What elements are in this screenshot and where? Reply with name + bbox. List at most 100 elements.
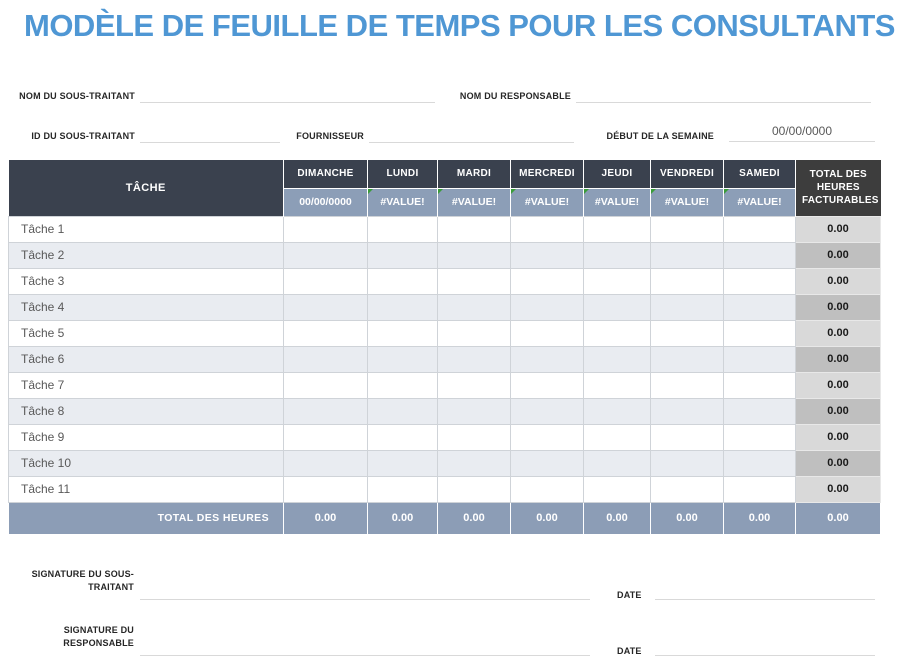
- hours-cell[interactable]: [283, 371, 368, 399]
- date-cell-sunday[interactable]: 00/00/0000: [283, 188, 368, 216]
- hours-cell[interactable]: [583, 267, 651, 295]
- hours-cell[interactable]: [510, 397, 584, 425]
- hours-cell[interactable]: [723, 319, 796, 347]
- task-cell[interactable]: Tâche 6: [8, 345, 284, 373]
- task-cell[interactable]: Tâche 10: [8, 449, 284, 477]
- hours-cell[interactable]: [510, 293, 584, 321]
- hours-cell[interactable]: [437, 293, 511, 321]
- hours-cell[interactable]: [583, 397, 651, 425]
- date-cell-friday[interactable]: #VALUE!: [650, 188, 724, 216]
- hours-cell[interactable]: [583, 449, 651, 477]
- hours-cell[interactable]: [283, 319, 368, 347]
- hours-cell[interactable]: [437, 345, 511, 373]
- hours-cell[interactable]: [367, 215, 438, 243]
- hours-cell[interactable]: [283, 215, 368, 243]
- hours-cell[interactable]: [583, 319, 651, 347]
- hours-cell[interactable]: [650, 345, 724, 373]
- task-cell[interactable]: Tâche 11: [8, 475, 284, 503]
- hours-cell[interactable]: [367, 267, 438, 295]
- hours-cell[interactable]: [510, 423, 584, 451]
- hours-cell[interactable]: [437, 267, 511, 295]
- hours-cell[interactable]: [650, 397, 724, 425]
- hours-cell[interactable]: [437, 475, 511, 503]
- date-cell-saturday[interactable]: #VALUE!: [723, 188, 796, 216]
- subcontractor-name-input[interactable]: [140, 91, 435, 103]
- hours-cell[interactable]: [367, 241, 438, 269]
- hours-cell[interactable]: [437, 215, 511, 243]
- hours-cell[interactable]: [367, 397, 438, 425]
- hours-cell[interactable]: [283, 241, 368, 269]
- date-cell-monday[interactable]: #VALUE!: [367, 188, 438, 216]
- task-cell[interactable]: Tâche 5: [8, 319, 284, 347]
- hours-cell[interactable]: [583, 241, 651, 269]
- hours-cell[interactable]: [650, 423, 724, 451]
- hours-cell[interactable]: [723, 397, 796, 425]
- hours-cell[interactable]: [723, 371, 796, 399]
- date-cell-tuesday[interactable]: #VALUE!: [437, 188, 511, 216]
- hours-cell[interactable]: [650, 215, 724, 243]
- date-cell-wednesday[interactable]: #VALUE!: [510, 188, 584, 216]
- hours-cell[interactable]: [510, 475, 584, 503]
- hours-cell[interactable]: [723, 241, 796, 269]
- task-cell[interactable]: Tâche 1: [8, 215, 284, 243]
- hours-cell[interactable]: [723, 293, 796, 321]
- hours-cell[interactable]: [510, 241, 584, 269]
- subcontractor-id-input[interactable]: [140, 131, 280, 143]
- hours-cell[interactable]: [367, 293, 438, 321]
- hours-cell[interactable]: [650, 293, 724, 321]
- hours-cell[interactable]: [367, 319, 438, 347]
- manager-signature-input[interactable]: [140, 644, 590, 656]
- task-cell[interactable]: Tâche 8: [8, 397, 284, 425]
- hours-cell[interactable]: [723, 449, 796, 477]
- hours-cell[interactable]: [437, 397, 511, 425]
- hours-cell[interactable]: [437, 423, 511, 451]
- hours-cell[interactable]: [723, 345, 796, 373]
- week-start-input[interactable]: 00/00/0000: [729, 124, 875, 142]
- hours-cell[interactable]: [583, 345, 651, 373]
- hours-cell[interactable]: [283, 449, 368, 477]
- hours-cell[interactable]: [367, 423, 438, 451]
- task-cell[interactable]: Tâche 2: [8, 241, 284, 269]
- hours-cell[interactable]: [510, 319, 584, 347]
- hours-cell[interactable]: [283, 423, 368, 451]
- manager-name-input[interactable]: [576, 91, 871, 103]
- hours-cell[interactable]: [583, 215, 651, 243]
- hours-cell[interactable]: [723, 267, 796, 295]
- hours-cell[interactable]: [367, 371, 438, 399]
- hours-cell[interactable]: [510, 371, 584, 399]
- hours-cell[interactable]: [437, 371, 511, 399]
- hours-cell[interactable]: [650, 267, 724, 295]
- hours-cell[interactable]: [367, 475, 438, 503]
- manager-date-input[interactable]: [655, 644, 875, 656]
- hours-cell[interactable]: [650, 371, 724, 399]
- subcontractor-signature-input[interactable]: [140, 588, 590, 600]
- hours-cell[interactable]: [437, 241, 511, 269]
- hours-cell[interactable]: [650, 319, 724, 347]
- task-cell[interactable]: Tâche 4: [8, 293, 284, 321]
- hours-cell[interactable]: [283, 397, 368, 425]
- hours-cell[interactable]: [367, 449, 438, 477]
- hours-cell[interactable]: [510, 449, 584, 477]
- hours-cell[interactable]: [367, 345, 438, 373]
- task-cell[interactable]: Tâche 9: [8, 423, 284, 451]
- hours-cell[interactable]: [283, 345, 368, 373]
- hours-cell[interactable]: [510, 215, 584, 243]
- subcontractor-date-input[interactable]: [655, 588, 875, 600]
- hours-cell[interactable]: [723, 215, 796, 243]
- hours-cell[interactable]: [723, 423, 796, 451]
- hours-cell[interactable]: [583, 371, 651, 399]
- hours-cell[interactable]: [583, 475, 651, 503]
- hours-cell[interactable]: [510, 345, 584, 373]
- hours-cell[interactable]: [283, 267, 368, 295]
- hours-cell[interactable]: [283, 293, 368, 321]
- hours-cell[interactable]: [650, 449, 724, 477]
- hours-cell[interactable]: [283, 475, 368, 503]
- date-cell-thursday[interactable]: #VALUE!: [583, 188, 651, 216]
- hours-cell[interactable]: [650, 241, 724, 269]
- vendor-input[interactable]: [369, 131, 574, 143]
- hours-cell[interactable]: [650, 475, 724, 503]
- hours-cell[interactable]: [583, 423, 651, 451]
- hours-cell[interactable]: [510, 267, 584, 295]
- hours-cell[interactable]: [583, 293, 651, 321]
- hours-cell[interactable]: [437, 319, 511, 347]
